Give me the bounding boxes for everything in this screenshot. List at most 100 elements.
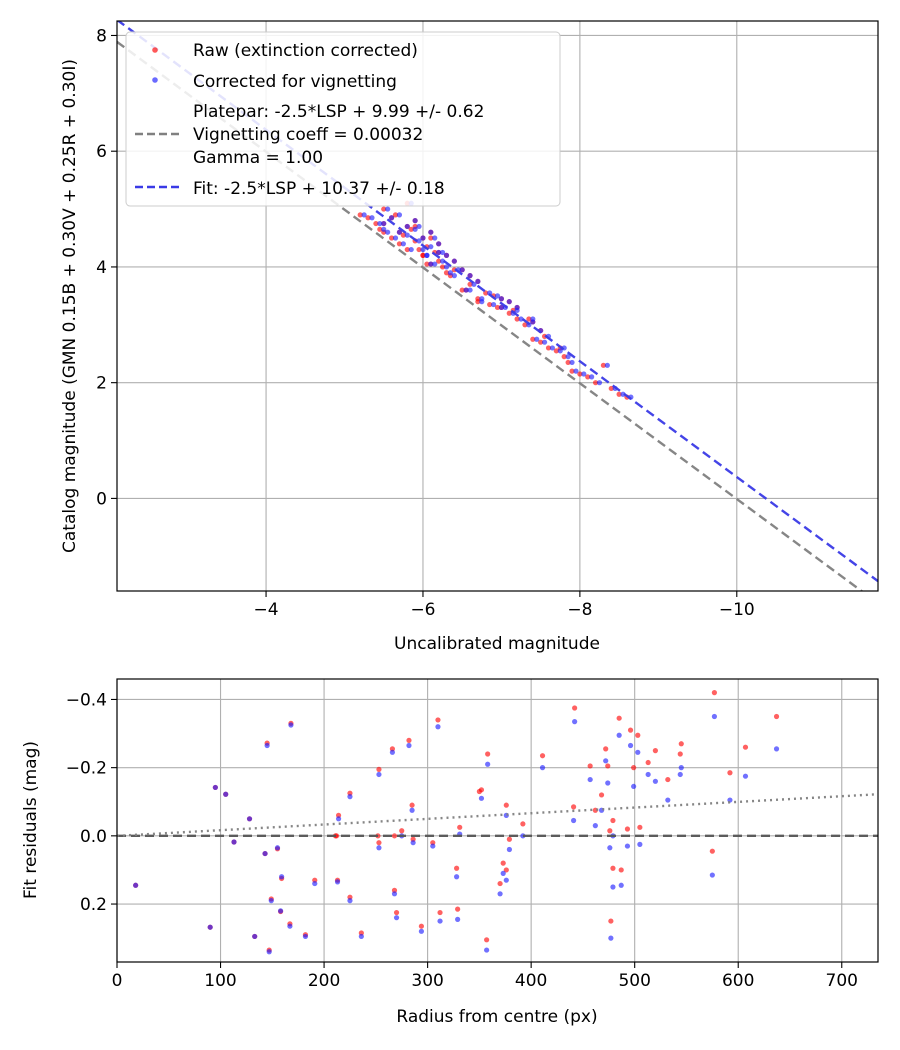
residuals-series-0-point <box>652 748 658 754</box>
residuals-series-0-point <box>571 804 577 810</box>
residuals-y-tick-label: −0.2 <box>66 759 107 779</box>
residuals-series-3-line <box>117 793 878 838</box>
calibration-series-1-point <box>541 339 548 345</box>
calibration-series-0-point <box>381 206 387 212</box>
calibration-series-1-point <box>534 336 540 342</box>
calibration-series-1-point <box>565 354 571 360</box>
residuals-series-0-point <box>711 690 718 696</box>
residuals-series-0-point <box>727 770 733 776</box>
calibration-series-0-point <box>420 252 426 258</box>
residuals-series-1-point <box>539 765 546 771</box>
calibration-series-1-point <box>475 278 481 285</box>
calibration-series-1-point <box>436 249 442 256</box>
calibration-series-1-point <box>412 218 418 224</box>
calibration-series-0-point <box>443 270 450 276</box>
residuals-series-1-point <box>279 874 285 880</box>
residuals-series-1-point <box>274 845 281 851</box>
residuals-series-1-point <box>264 742 270 749</box>
residuals-series-0-point <box>333 833 340 839</box>
calibration-series-1-point <box>400 241 406 247</box>
calibration-series-1-point <box>589 374 595 380</box>
residuals-series-1-point <box>212 784 218 791</box>
calibration-series-0-point <box>396 241 403 247</box>
residuals-series-0-point <box>572 705 578 711</box>
residuals-series-0-point <box>406 737 412 743</box>
residuals-series-1-point <box>406 742 412 749</box>
residuals-series-1-point <box>358 933 364 940</box>
calibration-series-1-point <box>428 229 434 235</box>
calibration-series-0-point <box>365 215 371 221</box>
calibration-series-1-point <box>620 391 626 397</box>
residuals-series-1-point <box>347 898 353 904</box>
residuals-series-0-point <box>605 763 611 769</box>
residuals-series-0-point <box>709 848 715 854</box>
residuals-series-0-point <box>616 715 622 721</box>
residuals-series-1-point <box>393 915 400 921</box>
residuals-series-0-point <box>742 744 749 750</box>
residuals-axes-frame <box>116 678 879 963</box>
residuals-series-1-point <box>262 850 268 857</box>
calibration-series-0-point <box>388 235 395 241</box>
calibration-series-1-point <box>432 261 438 267</box>
calibration-series-1-point <box>439 249 446 256</box>
residuals-series-1-point <box>616 732 622 738</box>
calibration-series-1-point <box>604 362 610 368</box>
residuals-series-0-point <box>376 766 382 772</box>
calibration-series-1-point <box>420 235 426 241</box>
residuals-x-axis-label: Radius from centre (px) <box>396 1007 597 1027</box>
residuals-series-1-point <box>312 880 318 887</box>
residuals-series-0-point <box>610 865 616 871</box>
residuals-series-0-point <box>503 802 509 808</box>
residuals-series-0-point <box>376 840 382 846</box>
residuals-series-0-point <box>608 918 614 924</box>
calibration-series-0-point <box>483 290 489 296</box>
legend-platepar-line1: Platepar: -2.5*LSP + 9.99 +/- 0.62 <box>193 102 484 122</box>
residuals-y-tick-label: −0.4 <box>66 690 107 710</box>
calibration-series-1-point <box>428 261 434 267</box>
residuals-series-1-point <box>485 761 491 767</box>
calibration-y-tick-label: 6 <box>96 142 107 162</box>
residuals-series-0-point <box>610 817 616 824</box>
residuals-series-1-point <box>624 843 631 849</box>
residuals-series-1-point <box>478 795 485 801</box>
residuals-plot-area <box>117 690 878 955</box>
legend-platepar-line3: Gamma = 1.00 <box>193 148 323 168</box>
calibration-series-0-point <box>530 336 536 342</box>
calibration-series-1-point <box>408 246 414 253</box>
residuals-series-0-point <box>485 751 491 757</box>
legend-box <box>125 31 561 207</box>
residuals-series-1-point <box>376 845 382 851</box>
calibration-series-0-point <box>569 368 575 374</box>
residuals-series-0-point <box>631 765 637 771</box>
calibration-series-1-point <box>412 226 418 232</box>
residuals-x-tick-label: 300 <box>411 971 443 991</box>
residuals-series-1-point <box>497 891 503 897</box>
residuals-series-0-point <box>418 923 424 929</box>
residuals-series-1-point <box>742 773 749 779</box>
legend-corrected-marker <box>152 77 158 83</box>
residuals-y-tick-label: 0.0 <box>80 827 107 847</box>
calibration-series-1-point <box>404 232 410 238</box>
calibration-series-1-point <box>416 238 422 244</box>
calibration-x-tick-label: −8 <box>567 600 592 620</box>
residuals-series-0-point <box>476 788 482 795</box>
calibration-series-1-point <box>451 258 457 264</box>
calibration-series-0-point <box>526 316 532 322</box>
calibration-series-0-point <box>514 316 520 322</box>
legend-fit-label: Fit: -2.5*LSP + 10.37 +/- 0.18 <box>193 179 445 199</box>
residuals-series-1-point <box>391 891 398 897</box>
calibration-x-axis-label: Uncalibrated magnitude <box>394 634 600 654</box>
residuals-series-0-point <box>500 860 506 866</box>
calibration-series-0-point <box>377 226 383 232</box>
residuals-ticks: 0 100 200 300 400 500 600 700 −0.4 −0.2 0.0 0.2 <box>66 690 858 991</box>
residuals-x-tick-label: 0 <box>112 971 123 991</box>
residuals-series-0-point <box>393 909 400 916</box>
residuals-series-1-point <box>409 807 415 813</box>
residuals-x-tick-label: 700 <box>826 971 858 991</box>
residuals-series-1-point <box>223 791 229 797</box>
residuals-series-1-point <box>418 928 424 934</box>
calibration-series-0-point <box>616 391 622 397</box>
calibration-series-1-point <box>443 264 450 270</box>
calibration-series-1-point <box>479 299 485 305</box>
